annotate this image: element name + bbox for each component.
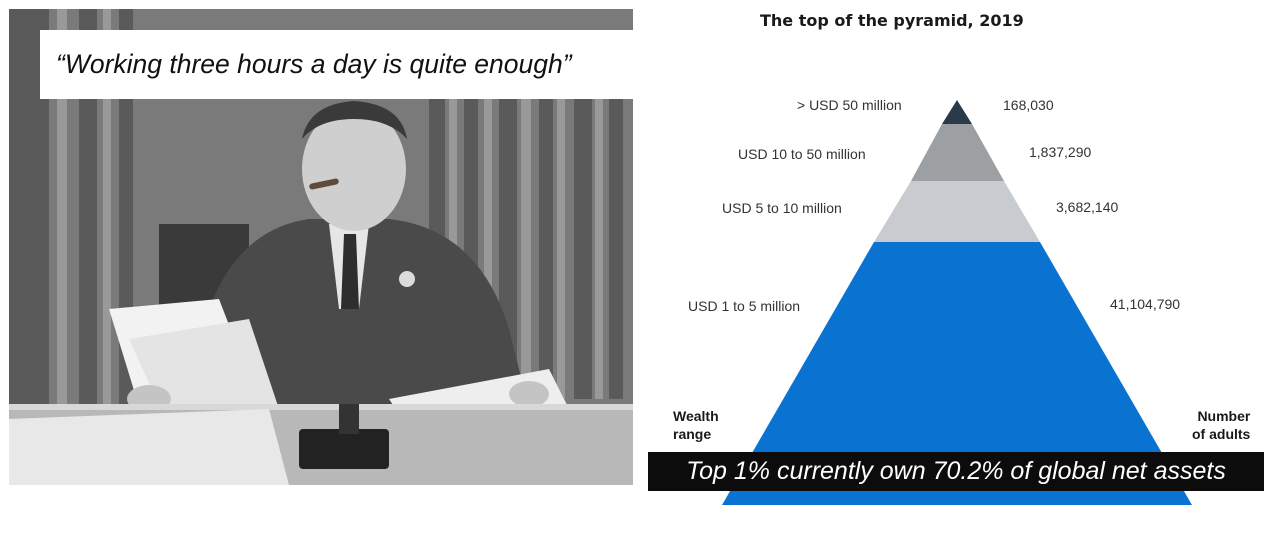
summary-banner: Top 1% currently own 70.2% of global net… — [648, 452, 1264, 491]
tier-adults-count: 41,104,790 — [1110, 296, 1181, 312]
tier-range-label: USD 1 to 5 million — [688, 298, 801, 314]
pyramid-tier-1-to-5m — [722, 242, 1192, 505]
tier-adults-count: 168,030 — [1003, 97, 1054, 113]
tier-range-label: USD 5 to 10 million — [722, 200, 842, 216]
chart-title: The top of the pyramid, 2019 — [760, 11, 1024, 30]
tier-adults-count: 3,682,140 — [1056, 199, 1119, 215]
summary-banner-text: Top 1% currently own 70.2% of global net… — [686, 457, 1226, 485]
pyramid-tier-5-to-10m — [874, 181, 1040, 242]
tier-adults-count: 1,837,290 — [1029, 144, 1092, 160]
number-of-adults-caption-line2: of adults — [1192, 426, 1251, 442]
tier-range-label: > USD 50 million — [797, 97, 902, 113]
quote-caption-box: “Working three hours a day is quite enou… — [40, 30, 633, 99]
number-of-adults-caption-line1: Number — [1197, 408, 1251, 424]
wealth-range-caption-line2: range — [673, 426, 712, 442]
quote-text: “Working three hours a day is quite enou… — [56, 49, 572, 79]
pyramid-tier-10-to-50m — [911, 124, 1004, 181]
wealth-range-caption-line1: Wealth — [673, 408, 719, 424]
pyramid-tier-over-50m — [942, 100, 972, 124]
tier-range-label: USD 10 to 50 million — [738, 146, 866, 162]
number-of-adults-caption: Number of adults — [1192, 407, 1250, 443]
wealth-range-caption: Wealth range — [673, 407, 719, 443]
